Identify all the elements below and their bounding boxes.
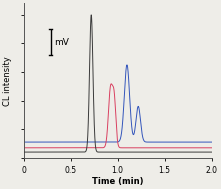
Y-axis label: CL intensity: CL intensity <box>4 56 12 105</box>
X-axis label: Time (min): Time (min) <box>92 177 143 186</box>
Text: mV: mV <box>55 38 69 46</box>
